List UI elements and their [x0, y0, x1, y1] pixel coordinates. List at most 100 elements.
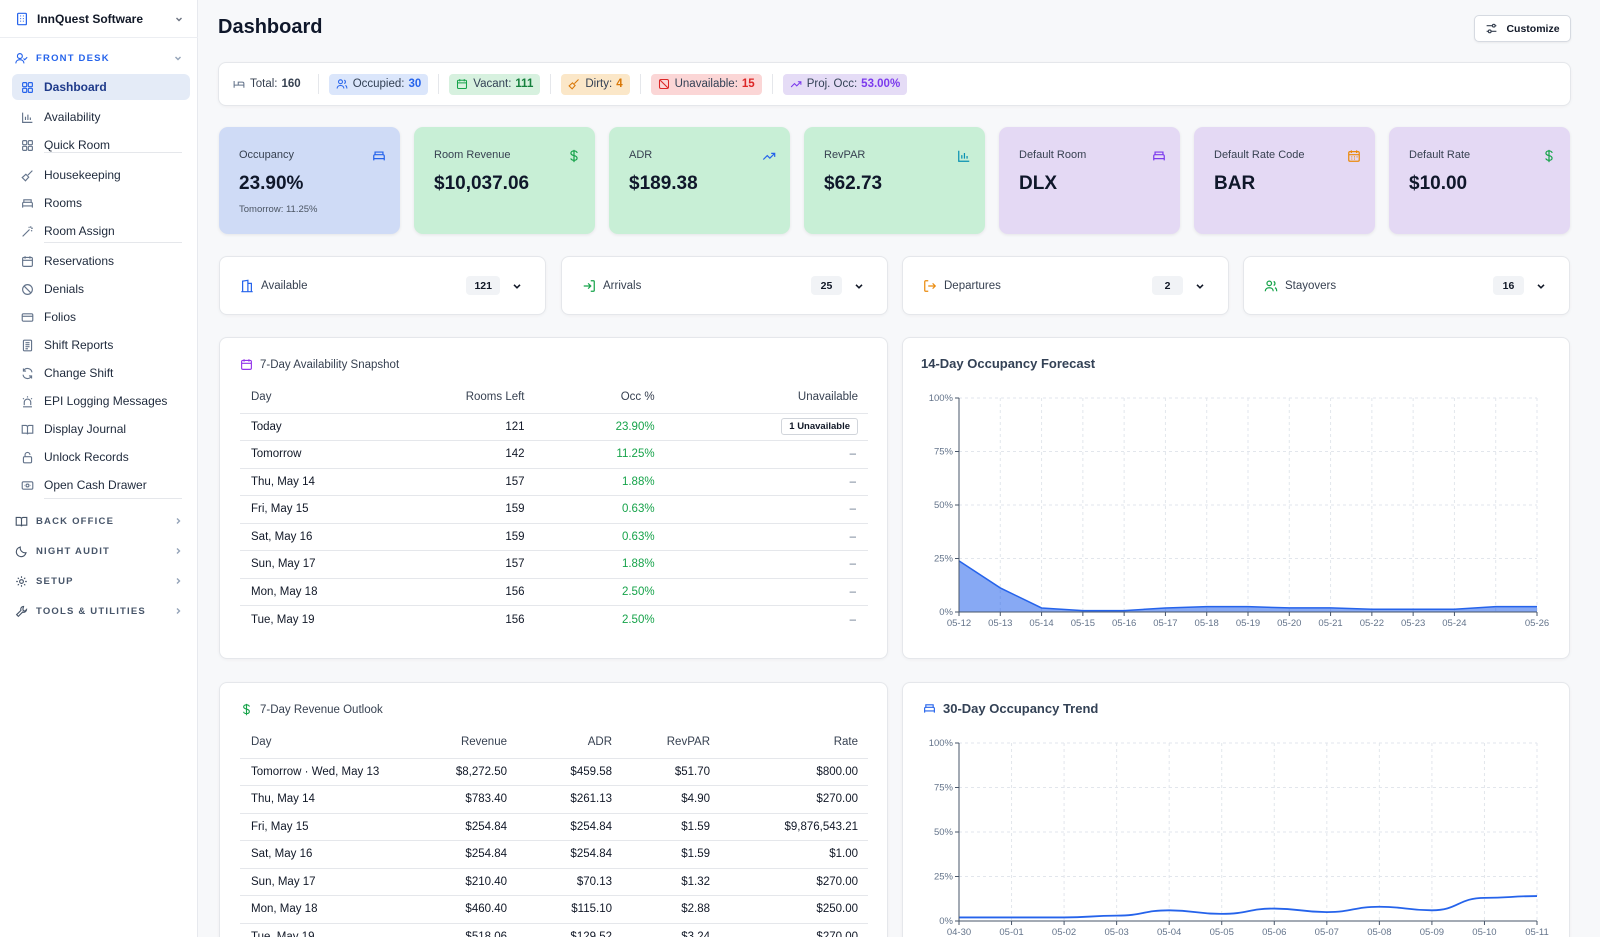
adr-cell: $254.84	[507, 812, 612, 841]
sidebar-item-epi-logging-messages[interactable]: EPI Logging Messages	[12, 388, 190, 414]
sliders-icon	[1485, 22, 1498, 35]
refresh-icon	[21, 367, 34, 380]
trending-up-icon	[790, 78, 802, 90]
chart-title: 30-Day Occupancy Trend	[923, 701, 1098, 716]
section-setup[interactable]: SETUP	[15, 571, 183, 591]
book-icon	[21, 423, 34, 436]
property-selector[interactable]: InnQuest Software	[0, 0, 198, 38]
sidebar-item-label: Display Journal	[44, 422, 127, 436]
day-cell: Thu, May 14	[240, 785, 410, 813]
log-in-icon	[582, 279, 596, 293]
column-header: ADR	[587, 735, 612, 748]
status-vacant[interactable]: Vacant: 111	[449, 73, 541, 95]
table-row: Fri, May 15 159 0.63% –	[240, 495, 868, 523]
day-cell: Fri, May 15	[240, 812, 410, 841]
accordion-stayovers[interactable]: Stayovers 16	[1243, 256, 1570, 315]
table-row: Tomorrow · Wed, May 13 $8,272.50 $459.58 $5…	[240, 757, 868, 786]
section-label: TOOLS & UTILITIES	[36, 605, 146, 617]
sidebar-item-housekeeping[interactable]: Housekeeping	[12, 162, 190, 188]
users-icon	[336, 78, 348, 90]
section-back-office[interactable]: BACK OFFICE	[15, 511, 183, 531]
sidebar-item-rooms[interactable]: Rooms	[12, 190, 190, 216]
sidebar-item-folios[interactable]: Folios	[12, 304, 190, 330]
unavailable-cell: –	[654, 495, 868, 523]
section-tools-utilities[interactable]: TOOLS & UTILITIES	[15, 601, 183, 621]
divider	[44, 152, 182, 153]
x-tick-label: 05-06	[1262, 927, 1286, 937]
bed-icon	[233, 78, 245, 90]
table-row: Tue, May 19 156 2.50% –	[240, 605, 868, 633]
y-tick-label: 75%	[934, 447, 954, 458]
status-projected-occupancy[interactable]: Proj. Occ: 53.00%	[782, 73, 908, 95]
status-unavailable[interactable]: Unavailable: 15	[650, 73, 762, 95]
accordion-departures[interactable]: Departures 2	[902, 256, 1229, 315]
y-tick-label: 25%	[934, 554, 954, 565]
revpar-cell: $1.59	[612, 812, 710, 841]
sidebar-item-denials[interactable]: Denials	[12, 276, 190, 302]
section-front-desk[interactable]: FRONT DESK	[15, 48, 183, 68]
unavailable-badge[interactable]: 1 Unavailable	[781, 418, 858, 436]
x-tick-label: 05-22	[1360, 618, 1384, 629]
chevron-down-icon	[1535, 280, 1547, 292]
revenue-outlook-card: 7-Day Revenue Outlook Day Revenue ADR Re…	[219, 682, 888, 937]
sidebar-item-change-shift[interactable]: Change Shift	[12, 360, 190, 386]
sidebar-item-dashboard[interactable]: Dashboard	[12, 74, 190, 100]
x-tick-label: 05-09	[1420, 927, 1444, 937]
accordion-arrivals[interactable]: Arrivals 25	[561, 256, 888, 315]
count-badge: 121	[466, 276, 500, 295]
status-occupied[interactable]: Occupied: 30	[328, 73, 429, 95]
y-tick-label: 50%	[934, 827, 954, 838]
sidebar: InnQuest Software FRONT DESK Dashboard Av…	[0, 0, 198, 937]
users-icon	[1264, 279, 1278, 293]
bed-icon	[1152, 149, 1166, 163]
sidebar-item-reservations[interactable]: Reservations	[12, 248, 190, 274]
accordion-available[interactable]: Available 121	[219, 256, 546, 315]
sidebar-item-availability[interactable]: Availability	[12, 104, 190, 130]
sidebar-item-shift-reports[interactable]: Shift Reports	[12, 332, 190, 358]
bar-chart-icon	[21, 111, 34, 124]
section-night-audit[interactable]: NIGHT AUDIT	[15, 541, 183, 561]
chevron-right-icon	[173, 516, 183, 526]
rate-cell: $800.00	[710, 757, 868, 786]
adr-cell: $459.58	[507, 757, 612, 786]
customize-button[interactable]: Customize	[1474, 15, 1571, 42]
adr-cell: $129.52	[507, 922, 612, 937]
x-tick-label: 05-13	[988, 618, 1012, 629]
card-icon	[21, 311, 34, 324]
divider	[44, 498, 182, 499]
series-line	[959, 895, 1538, 919]
page-title: Dashboard	[218, 16, 323, 38]
calendar-icon	[240, 358, 253, 371]
gear-icon	[15, 575, 28, 588]
occupancy-cell: 2.50%	[524, 577, 655, 606]
x-tick-label: 05-01	[999, 927, 1023, 937]
sidebar-item-display-journal[interactable]: Display Journal	[12, 416, 190, 442]
report-icon	[21, 339, 34, 352]
sidebar-item-label: Rooms	[44, 196, 83, 210]
chevron-down-icon	[511, 280, 523, 292]
sidebar-item-open-cash-drawer[interactable]: Open Cash Drawer	[12, 472, 190, 498]
revenue-cell: $210.40	[410, 867, 507, 896]
chevron-down-icon	[173, 53, 183, 63]
adr-cell: $261.13	[507, 785, 612, 813]
revpar-cell: $1.32	[612, 867, 710, 896]
calendar-check-icon	[456, 78, 468, 90]
column-header: Revenue	[460, 735, 507, 748]
sidebar-item-quick-room[interactable]: Quick Room	[12, 132, 190, 158]
sidebar-item-unlock-records[interactable]: Unlock Records	[12, 444, 190, 470]
sidebar-item-label: Availability	[44, 110, 101, 124]
rate-cell: $9,876,543.21	[710, 812, 868, 841]
property-name: InnQuest Software	[37, 11, 144, 26]
x-tick-label: 05-11	[1525, 927, 1549, 937]
revenue-cell: $8,272.50	[410, 757, 507, 786]
column-header: Day	[251, 735, 272, 748]
rate-cell: $270.00	[710, 785, 868, 813]
y-tick-label: 25%	[934, 872, 954, 883]
status-dirty[interactable]: Dirty: 4	[561, 73, 630, 95]
sidebar-item-room-assign[interactable]: Room Assign	[12, 218, 190, 244]
rate-cell: $250.00	[710, 895, 868, 923]
rate-cell: $270.00	[710, 922, 868, 937]
x-tick-label: 05-17	[1153, 618, 1177, 629]
calendar-icon	[21, 255, 34, 268]
y-tick-label: 50%	[934, 500, 954, 511]
